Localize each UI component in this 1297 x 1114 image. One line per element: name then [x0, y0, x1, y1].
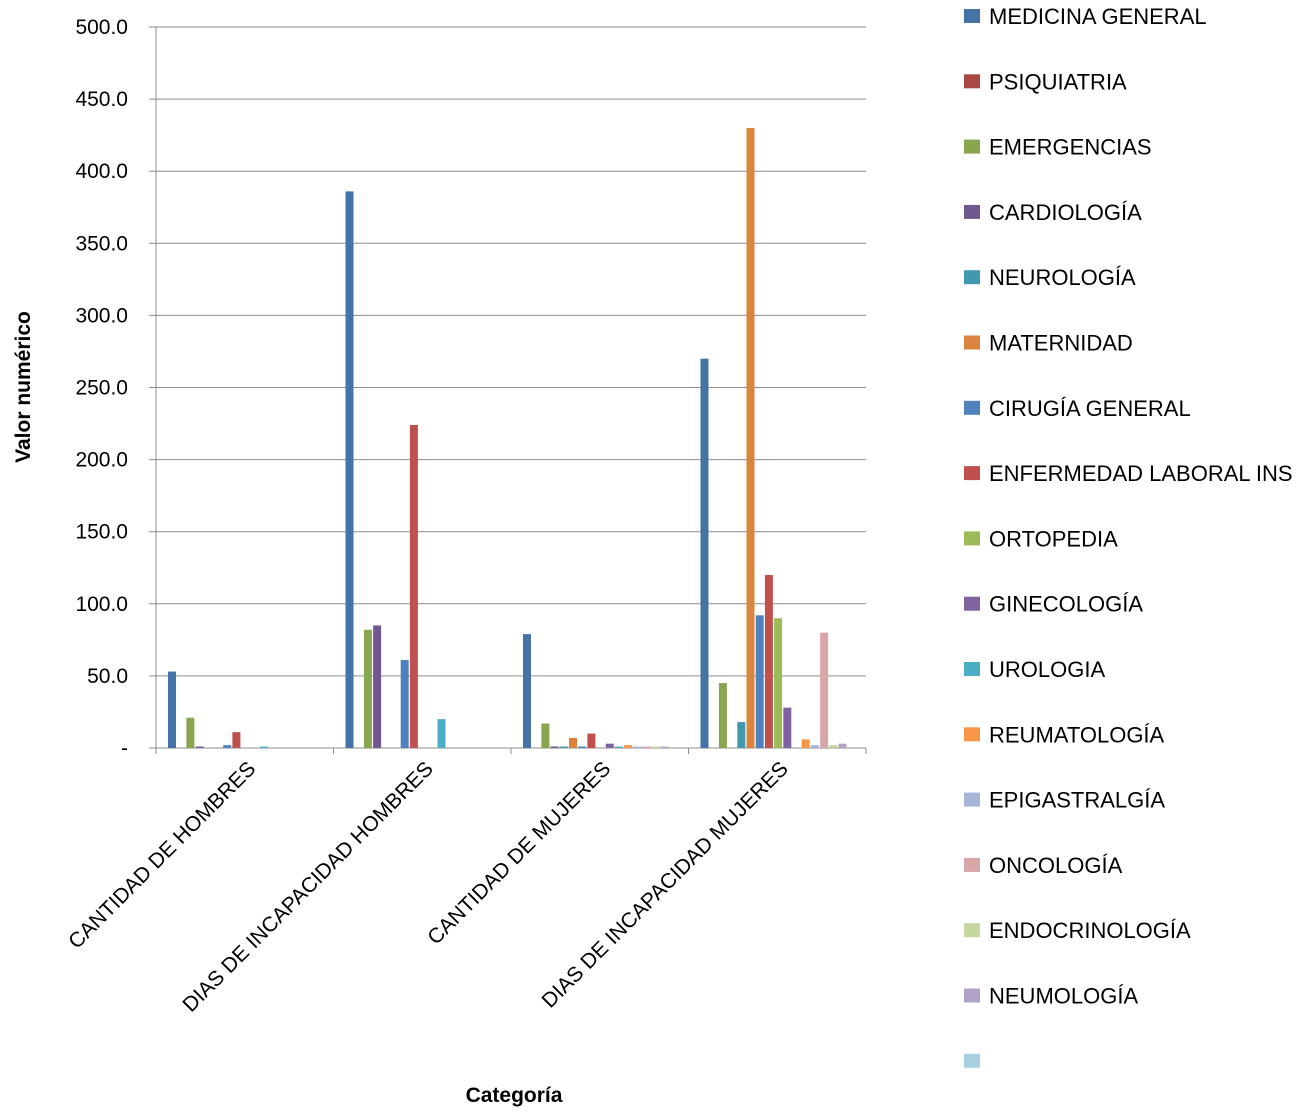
y-tick-label: 250.0: [75, 377, 128, 400]
bar: [829, 745, 838, 748]
legend-swatch: [964, 662, 980, 676]
legend-label: PSIQUIATRIA: [989, 69, 1127, 94]
bar: [373, 625, 382, 748]
bar: [801, 739, 810, 748]
legend: MEDICINA GENERAL PSIQUIATRIA EMERGENCIAS CA…: [964, 4, 1293, 1068]
y-tick-label: -: [121, 737, 128, 760]
legend-swatch: [964, 466, 980, 481]
legend-swatch: [964, 988, 980, 1003]
legend-swatch: [964, 531, 980, 546]
bar: [569, 737, 577, 748]
bar: [838, 743, 847, 748]
bar: [615, 746, 623, 748]
bar: [363, 629, 372, 748]
y-tick-label: 200.0: [75, 449, 128, 472]
legend-label: MATERNIDAD: [989, 331, 1133, 356]
legend-label: EMERGENCIAS: [989, 135, 1152, 160]
bar: [700, 358, 709, 748]
legend-label: CIRUGÍA GENERAL: [989, 396, 1191, 421]
y-axis-title: Valor numérico: [12, 311, 35, 463]
legend-swatch: [964, 335, 980, 350]
bar: [232, 732, 241, 748]
bar: [718, 683, 727, 748]
bar: [195, 746, 204, 748]
y-tick-label: 50.0: [87, 665, 128, 688]
legend-swatch: [964, 139, 980, 154]
bar: [746, 127, 755, 748]
legend-label: NEUMOLOGÍA: [989, 984, 1138, 1009]
y-tick-label: 150.0: [75, 521, 128, 544]
legend-label: ENFERMEDAD LABORAL INS: [989, 461, 1293, 486]
legend-swatch: [964, 74, 980, 89]
bar: [550, 746, 559, 748]
legend-swatch: [964, 727, 980, 742]
bar: [559, 746, 568, 748]
bar: [541, 723, 550, 748]
legend-label: ORTOPEDIA: [989, 526, 1118, 551]
legend-swatch: [964, 9, 980, 23]
legend-label: ENDOCRINOLOGÍA: [989, 918, 1191, 943]
legend-label: REUMATOLOGÍA: [989, 722, 1165, 747]
bar: [578, 746, 587, 748]
legend-label: CARDIOLOGÍA: [989, 200, 1142, 225]
legend-label: GINECOLOGÍA: [989, 592, 1143, 617]
bar: [409, 424, 418, 748]
x-tick-label: CANTIDAD DE HOMBRES: [64, 757, 260, 953]
bar: [755, 615, 764, 748]
bar: [605, 743, 614, 748]
legend-swatch: [964, 596, 980, 611]
y-tick-labels: 500.0 450.0 400.0 350.0 300.0 250.0 200.0 150.0…: [75, 16, 128, 760]
legend-swatch: [964, 270, 980, 285]
legend-label: NEUROLOGÍA: [989, 265, 1136, 290]
bar: [168, 671, 176, 748]
bar: [523, 634, 531, 748]
legend-label: MEDICINA GENERAL: [989, 4, 1207, 29]
y-tick-label: 450.0: [75, 88, 128, 111]
bar: [260, 746, 268, 748]
bar: [764, 574, 773, 748]
bar: [186, 717, 195, 748]
legend-swatch: [964, 400, 980, 415]
legend-swatch: [964, 923, 980, 938]
x-tick-label: CANTIDAD DE MUJERES: [423, 757, 615, 949]
y-tick-label: 100.0: [75, 593, 128, 616]
bar: [737, 722, 746, 748]
bars: [168, 127, 847, 748]
legend-label: EPIGASTRALGÍA: [989, 788, 1165, 813]
bar: [642, 746, 651, 748]
x-axis-title: Categoría: [466, 1084, 563, 1107]
legend-swatch: [964, 1053, 980, 1068]
bar: [400, 660, 409, 748]
bar: [587, 733, 596, 748]
bar: [661, 746, 669, 748]
legend-label: UROLOGIA: [989, 657, 1105, 682]
bar: [774, 618, 783, 748]
legend-swatch: [964, 792, 980, 807]
bar: [223, 745, 232, 748]
y-tick-label: 500.0: [75, 16, 128, 39]
legend-swatch: [964, 857, 980, 872]
bar: [783, 707, 792, 748]
bar: [345, 191, 354, 748]
y-tick-label: 400.0: [75, 160, 128, 183]
gridlines: [156, 26, 866, 677]
bar: [651, 746, 660, 748]
bar: [820, 632, 829, 748]
legend-swatch: [964, 204, 980, 219]
bar: [810, 745, 819, 748]
bar: [633, 746, 642, 748]
legend-label: ONCOLOGÍA: [989, 853, 1123, 878]
bar: [437, 719, 446, 748]
bar: [624, 745, 633, 748]
y-tick-label: 300.0: [75, 304, 128, 327]
y-tick-label: 350.0: [75, 232, 128, 255]
